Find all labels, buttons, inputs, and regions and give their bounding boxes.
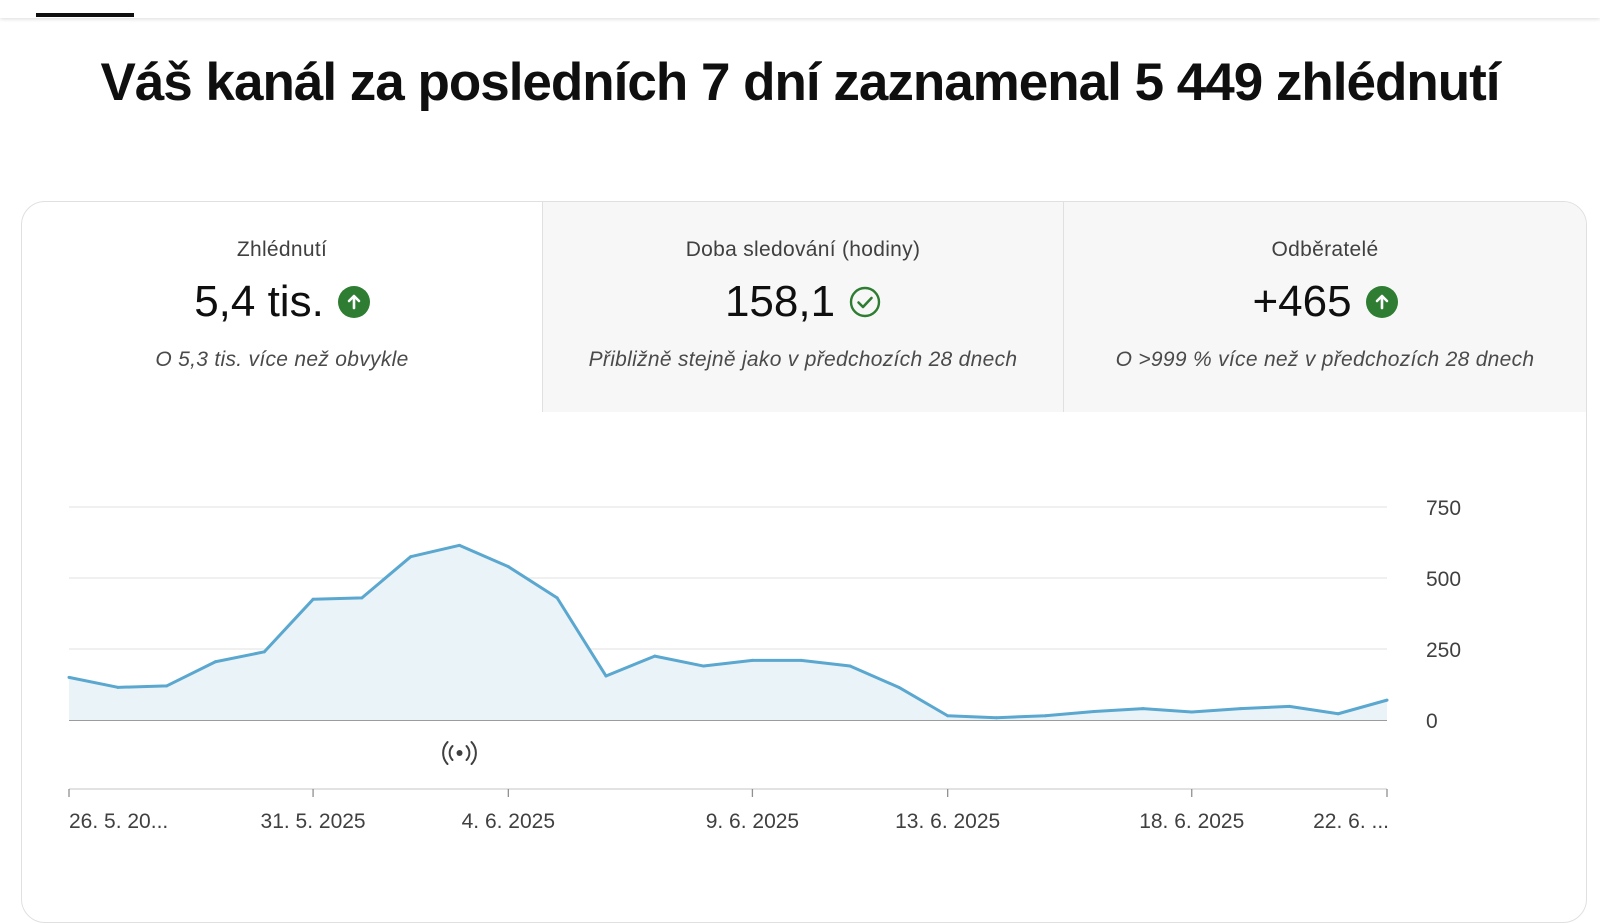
data-point <box>165 684 169 688</box>
metric-value: 158,1 <box>724 277 836 326</box>
top-bar <box>0 0 1600 18</box>
x-tick-label: 22. 6. ... <box>1313 810 1389 833</box>
metric-note: Přibližně stejně jako v předchozích 28 d… <box>588 348 1018 371</box>
check-circle-icon <box>849 286 881 318</box>
metric-note: O >999 % více než v předchozích 28 dnech <box>1115 348 1535 371</box>
analytics-card: Zhlédnutí 5,4 tis. O 5,3 tis. více než o… <box>21 201 1587 923</box>
views-chart[interactable]: 750 500 250 0 26. 5. 20... 31. 5. 2025 4. 6. 2… <box>22 412 1586 912</box>
data-point <box>702 664 706 668</box>
data-point <box>799 658 803 662</box>
data-point <box>116 685 120 689</box>
data-point <box>897 685 901 689</box>
data-point <box>311 597 315 601</box>
data-point <box>1043 714 1047 718</box>
views-chart-svg: 750 500 250 0 26. 5. 20... 31. 5. 2025 4. 6. 2… <box>67 497 1461 833</box>
data-point <box>1141 707 1145 711</box>
data-point <box>67 675 71 679</box>
data-point <box>1385 698 1389 702</box>
y-tick-label: 500 <box>1426 568 1461 591</box>
data-point <box>1239 707 1243 711</box>
data-point <box>1190 710 1194 714</box>
data-point <box>750 658 754 662</box>
data-point <box>213 660 217 664</box>
y-tick-label: 250 <box>1426 639 1461 662</box>
views-area <box>69 545 1387 720</box>
metric-tab-views[interactable]: Zhlédnutí 5,4 tis. O 5,3 tis. více než o… <box>22 202 542 412</box>
views-line <box>68 543 1388 720</box>
data-point <box>409 555 413 559</box>
data-point <box>1287 704 1291 708</box>
data-point <box>458 543 462 547</box>
data-point <box>653 654 657 658</box>
x-tick-label: 26. 5. 20... <box>69 810 168 833</box>
metric-label: Odběratelé <box>1271 238 1379 261</box>
y-tick-label: 0 <box>1426 710 1438 733</box>
x-tick-label: 18. 6. 2025 <box>1139 810 1244 833</box>
data-point <box>994 716 998 720</box>
active-tab-indicator <box>36 13 134 17</box>
metric-label: Doba sledování (hodiny) <box>685 238 921 261</box>
x-tick-label: 9. 6. 2025 <box>706 810 799 833</box>
data-point <box>360 596 364 600</box>
data-point <box>946 714 950 718</box>
data-point <box>604 674 608 678</box>
metric-label: Zhlédnutí <box>236 238 328 261</box>
x-tick-label: 4. 6. 2025 <box>462 810 555 833</box>
metric-note: O 5,3 tis. více než obvykle <box>155 348 409 371</box>
metric-tab-watch-time[interactable]: Doba sledování (hodiny) 158,1 Přibližně … <box>542 202 1063 412</box>
metric-value: +465 <box>1252 277 1352 326</box>
data-point <box>555 596 559 600</box>
data-point <box>1336 712 1340 716</box>
arrow-up-icon <box>1365 286 1398 318</box>
x-tick-label: 31. 5. 2025 <box>261 810 366 833</box>
data-point <box>506 565 510 569</box>
arrow-up-icon <box>337 286 370 318</box>
live-broadcast-icon[interactable] <box>442 741 477 765</box>
metric-tab-subscribers[interactable]: Odběratelé +465 O >999 % více než v před… <box>1063 202 1586 412</box>
data-point <box>262 650 266 654</box>
data-point <box>1092 709 1096 713</box>
x-tick-label: 13. 6. 2025 <box>895 810 1000 833</box>
page-headline: Váš kanál za posledních 7 dní zaznamenal… <box>100 53 1500 112</box>
data-point <box>848 664 852 668</box>
metric-value: 5,4 tis. <box>194 277 324 326</box>
y-tick-label: 750 <box>1426 497 1461 520</box>
